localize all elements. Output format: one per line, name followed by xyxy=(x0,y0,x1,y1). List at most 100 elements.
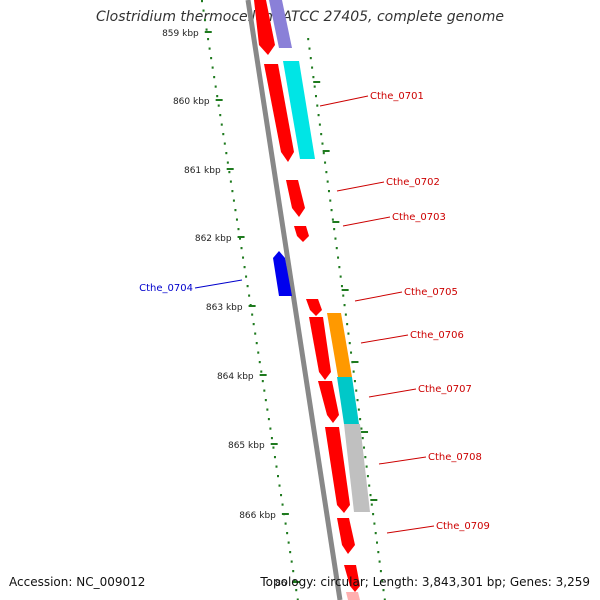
scale-label: 864 kbp xyxy=(217,372,254,382)
tick-dot xyxy=(255,342,258,345)
gene-leader-line xyxy=(336,181,385,192)
tick-track-right xyxy=(307,38,386,600)
scale-label: 859 kbp xyxy=(162,29,199,39)
tick-dot xyxy=(284,522,287,525)
gene-label[interactable]: Cthe_0706 xyxy=(410,330,464,341)
gene-leader-line xyxy=(354,291,403,302)
tick-dot xyxy=(289,551,292,554)
tick-dot xyxy=(318,123,321,126)
gene-labels: Cthe_0701 Cthe_0702 Cthe_0703 Cthe_0704 Cthe… xyxy=(139,91,490,534)
gene-label[interactable]: Cthe_0701 xyxy=(370,91,424,102)
gene-feature-reverse[interactable] xyxy=(273,251,292,296)
gene-label[interactable]: Cthe_0702 xyxy=(386,177,440,188)
tick-dot xyxy=(352,370,355,373)
tick-dot xyxy=(246,285,249,288)
gene-label[interactable]: Cthe_0709 xyxy=(436,521,490,532)
tick-dot xyxy=(281,503,284,506)
tick-dot xyxy=(355,389,358,392)
tick-dot xyxy=(340,285,343,288)
tick-dot xyxy=(248,294,251,297)
gene-feature[interactable] xyxy=(325,427,350,513)
tick-dot xyxy=(342,294,345,297)
gene-feature[interactable] xyxy=(264,64,294,162)
tick-dot xyxy=(364,456,367,459)
tick-dot xyxy=(353,380,356,383)
tick-dot xyxy=(243,266,246,269)
tick-dot xyxy=(361,437,364,440)
gene-leader-line xyxy=(360,334,409,344)
genome-backbone xyxy=(245,0,343,600)
tick-dot xyxy=(326,180,329,183)
tick-dot xyxy=(286,532,289,535)
gene-leader-line xyxy=(342,216,391,227)
gene-feature[interactable] xyxy=(337,518,355,554)
tick-dot xyxy=(335,247,338,250)
tick-dot xyxy=(211,66,214,69)
tick-dot xyxy=(235,218,238,221)
gene-feature[interactable] xyxy=(344,565,360,592)
gene-leader-line xyxy=(368,388,417,398)
tick-dot xyxy=(376,541,379,544)
tick-dot xyxy=(350,351,353,354)
tick-dot xyxy=(356,399,359,402)
tick-dot xyxy=(329,199,332,202)
tick-dot xyxy=(240,247,243,250)
tick-dot xyxy=(369,494,372,497)
gene-label[interactable]: Cthe_0703 xyxy=(392,212,446,223)
gene-feature[interactable] xyxy=(254,0,275,55)
tick-dot xyxy=(208,47,211,50)
tick-dot xyxy=(254,332,257,335)
gene-leader-line xyxy=(319,95,369,107)
gene-label[interactable]: Cthe_0704 xyxy=(139,283,193,294)
tick-dot xyxy=(277,475,279,478)
tick-dot xyxy=(228,171,231,174)
tick-dot xyxy=(347,332,350,335)
tick-dot xyxy=(290,560,293,563)
tick-dot xyxy=(346,323,349,326)
gene-label[interactable]: Cthe_0705 xyxy=(404,287,458,298)
tick-dot xyxy=(210,57,213,60)
tick-dot xyxy=(257,351,260,354)
gene-feature[interactable] xyxy=(294,226,309,242)
tick-dot xyxy=(312,76,315,79)
tick-dot xyxy=(275,465,278,468)
tick-dot xyxy=(331,218,334,221)
cog-band xyxy=(327,313,352,377)
tick-dot xyxy=(357,408,360,411)
tick-dot xyxy=(220,123,223,126)
tick-dot xyxy=(222,133,225,136)
cog-band xyxy=(269,0,292,48)
gene-feature[interactable] xyxy=(306,299,322,316)
tick-dot xyxy=(225,152,228,155)
tick-dot xyxy=(295,589,298,592)
gene-feature[interactable] xyxy=(309,317,331,380)
tick-dot xyxy=(379,570,382,573)
tick-dot xyxy=(307,38,310,41)
tick-dot xyxy=(213,76,216,79)
tick-dot xyxy=(344,313,347,316)
cog-band xyxy=(283,61,315,159)
tick-dot xyxy=(217,104,220,107)
tick-dot xyxy=(260,370,263,373)
tick-dot xyxy=(316,104,319,107)
gene-feature[interactable] xyxy=(286,180,305,217)
gene-leader-line xyxy=(378,456,427,465)
tick-dot xyxy=(245,275,248,278)
tick-dot xyxy=(239,237,241,240)
tick-dot xyxy=(204,19,207,22)
tick-dot xyxy=(381,579,384,582)
gene-feature[interactable] xyxy=(318,381,339,423)
tick-dot xyxy=(229,180,232,183)
gene-feature xyxy=(346,592,360,600)
tick-dot xyxy=(280,494,283,497)
tick-dot xyxy=(308,47,311,50)
gene-label[interactable]: Cthe_0708 xyxy=(428,452,482,463)
accession-label: Accession: NC_009012 xyxy=(9,575,146,589)
tick-dot xyxy=(368,484,371,487)
gene-leader-line xyxy=(386,525,435,534)
scale-label: 866 kbp xyxy=(239,511,276,521)
gene-label[interactable]: Cthe_0707 xyxy=(418,384,472,395)
tick-dot xyxy=(339,275,342,278)
scale-label: 86 xyxy=(275,579,287,589)
tick-dot xyxy=(317,114,320,117)
